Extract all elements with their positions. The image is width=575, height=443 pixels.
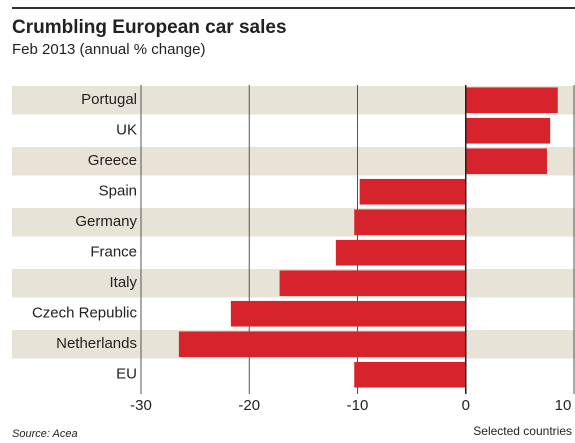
x-tick-label: 10 [555,397,572,414]
x-tick-label: -10 [347,397,369,414]
chart-title: Crumbling European car sales [12,17,287,38]
note: Selected countries [473,424,572,438]
source: Source: Acea [12,428,78,440]
y-tick-label: Portugal [81,91,137,108]
x-tick-label: -20 [238,397,260,414]
bar [354,209,466,236]
y-tick-label: France [90,244,137,261]
y-tick-label: Italy [109,274,137,291]
y-tick-label: EU [116,366,137,383]
y-tick-label: Greece [88,152,137,169]
y-tick-label: Czech Republic [32,305,138,322]
y-tick-label: UK [116,122,137,139]
bar [230,300,466,327]
bar [359,178,466,205]
row-stripe [12,208,575,237]
chart-subtitle: Feb 2013 (annual % change) [12,41,205,58]
y-tick-label: Netherlands [56,335,137,352]
bar [465,117,551,144]
x-tick-label: -30 [130,397,152,414]
y-tick-label: Spain [99,183,137,200]
bar [279,270,466,297]
bar [178,331,466,358]
x-tick-label: 0 [462,397,470,414]
y-tick-label: Germany [75,213,137,230]
bar [465,148,547,175]
bar [354,361,466,388]
bar [465,87,558,114]
bar [335,239,466,266]
